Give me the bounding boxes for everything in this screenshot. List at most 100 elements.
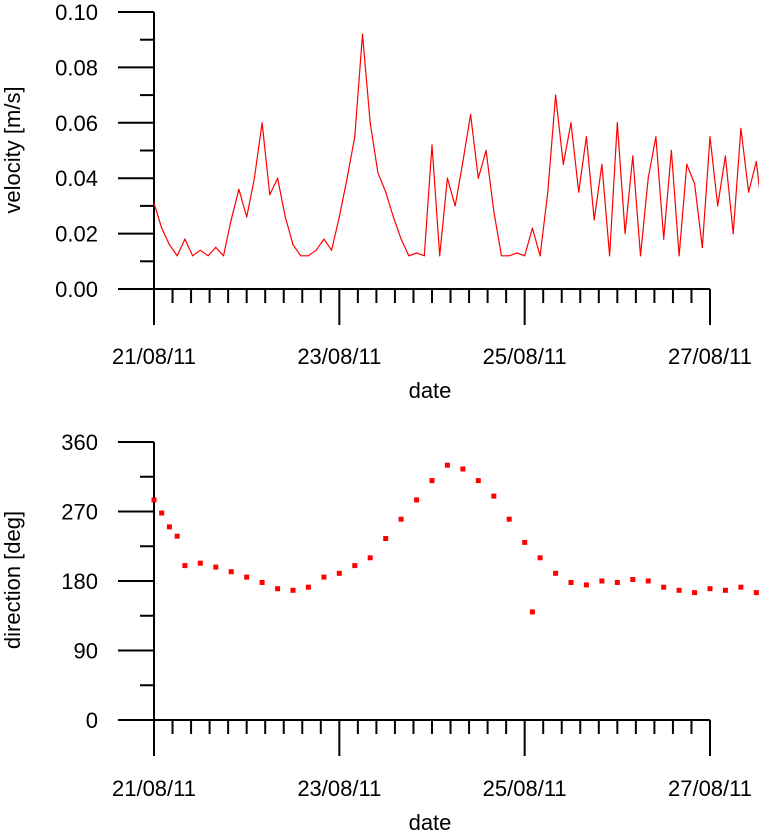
data-point <box>199 249 201 251</box>
data-point <box>500 255 503 257</box>
data-point <box>639 255 642 257</box>
y-axis-title: velocity [m/s] <box>0 86 25 213</box>
data-point <box>259 580 265 585</box>
data-point <box>485 149 487 152</box>
x-tick-label: 23/08/11 <box>297 344 381 369</box>
data-point <box>352 563 358 569</box>
data-point <box>616 122 618 124</box>
x-tick-label: 21/08/11 <box>112 776 196 801</box>
data-point <box>275 586 281 592</box>
data-point <box>269 194 271 196</box>
y-axis-title: direction [deg] <box>0 511 25 649</box>
data-point <box>462 161 464 163</box>
data-point <box>568 580 574 585</box>
data-point <box>222 255 225 257</box>
data-point <box>645 578 651 584</box>
data-point <box>692 590 698 596</box>
data-point <box>176 255 178 257</box>
data-point <box>261 122 263 124</box>
data-point <box>361 33 364 35</box>
data-point <box>663 238 665 240</box>
data-point <box>338 216 340 218</box>
data-point <box>215 246 217 248</box>
data-point <box>477 177 479 179</box>
x-axis-title: date <box>409 378 452 403</box>
data-point <box>709 136 711 138</box>
data-point <box>578 191 580 193</box>
data-point <box>491 493 497 499</box>
data-point <box>400 238 402 240</box>
data-point <box>429 478 435 484</box>
data-point <box>168 244 170 246</box>
data-point <box>246 216 248 218</box>
data-point <box>539 255 541 257</box>
data-point <box>238 188 240 190</box>
data-point <box>151 497 157 503</box>
data-point <box>392 216 394 218</box>
data-point <box>686 163 688 165</box>
data-point <box>601 163 603 165</box>
data-point <box>585 136 588 138</box>
data-point <box>184 238 186 240</box>
data-point <box>670 149 673 152</box>
data-point <box>182 563 188 569</box>
data-point <box>336 570 342 576</box>
x-tick-label: 25/08/11 <box>483 344 567 369</box>
data-point <box>305 584 311 590</box>
y-tick-label: 180 <box>61 569 98 594</box>
data-point <box>354 136 356 138</box>
data-point <box>753 590 759 596</box>
y-tick-label: 0.00 <box>55 277 98 302</box>
data-point <box>300 255 302 257</box>
data-point <box>331 249 333 251</box>
data-point <box>253 177 255 179</box>
x-tick-label: 27/08/11 <box>668 344 752 369</box>
x-tick-label: 27/08/11 <box>668 776 752 801</box>
data-point <box>740 127 742 129</box>
data-point <box>647 177 649 179</box>
data-point <box>244 574 250 580</box>
data-point <box>398 516 404 522</box>
data-point <box>570 122 572 124</box>
data-point <box>323 238 325 240</box>
data-point <box>377 172 379 174</box>
y-tick-label: 0.08 <box>55 55 98 80</box>
data-point <box>755 161 757 163</box>
data-point <box>369 122 371 124</box>
data-point <box>166 524 172 530</box>
data-point <box>701 246 703 248</box>
data-point <box>315 249 317 251</box>
data-point <box>159 510 165 516</box>
data-point <box>383 536 389 541</box>
data-point <box>531 227 534 229</box>
data-point <box>522 539 528 545</box>
data-point <box>277 177 279 179</box>
data-point <box>676 587 682 593</box>
data-point <box>508 255 510 257</box>
data-point <box>555 94 557 96</box>
data-point <box>529 609 535 615</box>
data-point <box>609 255 611 257</box>
y-tick-label: 0.02 <box>55 222 98 247</box>
data-point <box>207 255 209 257</box>
y-tick-label: 360 <box>61 430 98 455</box>
data-point <box>470 113 472 116</box>
data-point <box>516 252 518 254</box>
data-point <box>174 533 180 539</box>
x-tick-label: 23/08/11 <box>297 776 381 801</box>
data-point <box>732 233 734 235</box>
x-axis-title: date <box>409 810 452 834</box>
y-tick-label: 0 <box>86 708 98 733</box>
data-point <box>408 255 410 257</box>
data-point <box>624 233 626 235</box>
data-point <box>290 587 296 593</box>
data-point <box>506 516 512 522</box>
data-point <box>583 582 589 588</box>
velocity-chart: 0.00 0.02 0.04 0.06 0.08 0.10 21/08/11 23/08/11… <box>0 0 759 403</box>
data-point <box>562 163 564 165</box>
x-tick-label: 21/08/11 <box>112 344 196 369</box>
data-point <box>454 205 456 207</box>
data-point <box>661 584 667 590</box>
data-point <box>524 255 526 257</box>
data-point <box>630 577 636 582</box>
